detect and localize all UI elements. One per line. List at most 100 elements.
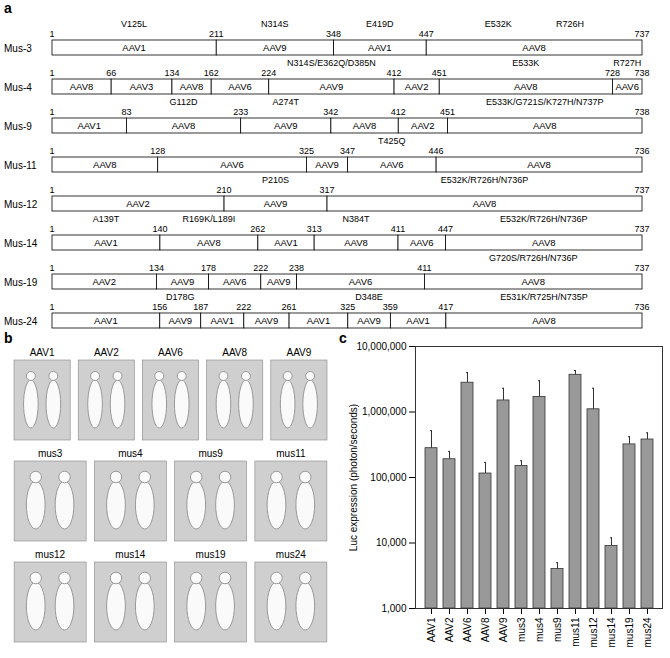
svg-text:66: 66 [106,68,116,78]
svg-text:348: 348 [326,29,341,39]
svg-text:411: 411 [417,263,431,273]
svg-text:AAV9: AAV9 [264,198,288,209]
svg-text:E533K/G721S/K727H/N737P: E533K/G721S/K727H/N737P [486,97,604,107]
svg-text:317: 317 [320,185,335,195]
svg-text:AAV8: AAV8 [514,81,538,92]
svg-text:V125L: V125L [121,19,147,29]
svg-text:mus19: mus19 [624,617,635,647]
svg-text:Luc expression (photon/seconds: Luc expression (photon/seconds) [348,404,359,551]
svg-text:AAV9: AAV9 [171,276,195,287]
svg-text:447: 447 [419,29,434,39]
svg-text:mus3: mus3 [516,617,527,642]
svg-text:AAV1: AAV1 [77,120,101,131]
svg-text:412: 412 [387,68,402,78]
svg-text:325: 325 [299,146,314,156]
svg-text:AAV8: AAV8 [473,198,497,209]
svg-text:AAV1: AAV1 [406,315,430,326]
svg-text:AAV8: AAV8 [70,81,94,92]
svg-text:187: 187 [193,302,208,312]
svg-text:AAV9: AAV9 [286,347,311,358]
svg-text:N314S: N314S [261,19,289,29]
svg-text:AAV8: AAV8 [180,81,204,92]
svg-text:mus12: mus12 [35,549,65,560]
svg-text:128: 128 [150,146,165,156]
svg-text:AAV2: AAV2 [444,617,455,642]
svg-text:411: 411 [391,224,405,234]
svg-text:A139T: A139T [93,214,120,224]
svg-text:Mus-12: Mus-12 [4,199,38,210]
svg-text:b: b [4,330,13,346]
svg-text:162: 162 [204,68,219,78]
svg-text:E532K: E532K [485,19,512,29]
svg-text:AAV2: AAV2 [126,198,150,209]
svg-text:446: 446 [429,146,444,156]
svg-text:AAV8: AAV8 [172,120,196,131]
svg-text:mus19: mus19 [196,549,226,560]
svg-text:T425Q: T425Q [378,136,406,146]
svg-text:Mus-11: Mus-11 [4,160,37,171]
svg-text:1: 1 [49,224,54,234]
svg-text:AAV1: AAV1 [368,42,392,53]
svg-text:738: 738 [634,68,649,78]
svg-text:R169K/L189I: R169K/L189I [183,214,236,224]
svg-text:Mus-19: Mus-19 [4,277,38,288]
svg-text:736: 736 [634,302,649,312]
svg-text:1: 1 [49,68,54,78]
svg-text:100,000: 100,000 [370,472,407,483]
svg-text:G720S/R726H/N736P: G720S/R726H/N736P [489,253,578,263]
svg-text:737: 737 [634,185,649,195]
svg-text:737: 737 [634,224,649,234]
svg-text:A274T: A274T [273,97,300,107]
svg-text:mus4: mus4 [118,448,143,459]
svg-text:222: 222 [236,302,251,312]
svg-text:1: 1 [49,302,54,312]
svg-text:451: 451 [440,107,455,117]
svg-text:736: 736 [634,146,649,156]
svg-text:AAV2: AAV2 [405,81,429,92]
svg-text:417: 417 [438,302,453,312]
svg-text:AAV6: AAV6 [228,81,252,92]
svg-text:261: 261 [282,302,297,312]
svg-text:AAV8: AAV8 [522,42,546,53]
svg-text:AAV6: AAV6 [220,159,244,170]
svg-text:P210S: P210S [262,175,289,185]
svg-text:R727H: R727H [613,58,641,68]
svg-text:737: 737 [634,29,649,39]
svg-text:mus11: mus11 [276,448,306,459]
svg-text:AAV9: AAV9 [320,81,344,92]
svg-text:AAV8: AAV8 [527,159,551,170]
svg-text:AAV6: AAV6 [410,237,434,248]
svg-text:140: 140 [152,224,167,234]
svg-text:1: 1 [49,185,54,195]
svg-text:R726H: R726H [556,19,584,29]
svg-text:1,000: 1,000 [381,603,406,614]
svg-text:AAV8: AAV8 [480,617,491,642]
svg-text:AAV8: AAV8 [521,276,545,287]
svg-text:AAV6: AAV6 [380,159,404,170]
svg-text:1: 1 [49,29,54,39]
svg-text:N384T: N384T [343,214,371,224]
svg-text:447: 447 [438,224,453,234]
svg-text:mus9: mus9 [198,448,223,459]
svg-text:AAV6: AAV6 [223,276,247,287]
svg-text:83: 83 [121,107,131,117]
svg-text:mus11: mus11 [570,617,581,647]
svg-text:412: 412 [391,107,406,117]
svg-text:AAV8: AAV8 [197,237,221,248]
svg-text:G112D: G112D [170,97,198,107]
svg-text:mus4: mus4 [534,617,545,642]
svg-text:AAV9: AAV9 [498,617,509,642]
svg-text:E531K/R725H/N735P: E531K/R725H/N735P [500,292,588,302]
svg-text:10,000: 10,000 [376,537,407,548]
svg-text:E419D: E419D [366,19,394,29]
svg-text:738: 738 [634,107,649,117]
svg-text:AAV8: AAV8 [344,237,368,248]
svg-text:AAV9: AAV9 [255,315,279,326]
svg-text:1,000,000: 1,000,000 [362,406,407,417]
svg-text:AAV6: AAV6 [349,276,373,287]
svg-text:AAV6: AAV6 [158,347,183,358]
svg-text:AAV1: AAV1 [122,42,146,53]
svg-text:AAV1: AAV1 [30,347,55,358]
svg-text:a: a [4,0,12,16]
svg-text:359: 359 [383,302,398,312]
